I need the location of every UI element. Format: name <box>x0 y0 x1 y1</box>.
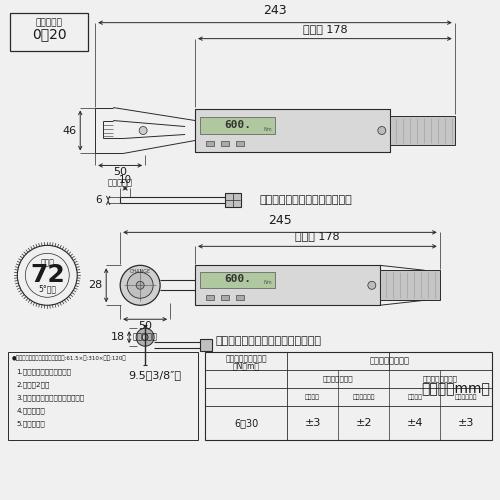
Bar <box>200 339 212 351</box>
Text: 5°送り: 5°送り <box>38 285 56 294</box>
Bar <box>221 142 229 146</box>
Bar <box>236 296 244 300</box>
Text: 頭部有効長: 頭部有効長 <box>108 178 132 188</box>
Text: 口開き寸法: 口開き寸法 <box>36 18 62 28</box>
Circle shape <box>139 126 147 134</box>
Text: 10: 10 <box>118 176 132 186</box>
Bar <box>236 142 244 146</box>
Circle shape <box>142 334 148 340</box>
Text: 600.: 600. <box>224 120 251 130</box>
Bar <box>221 296 229 300</box>
Bar <box>206 296 214 300</box>
Circle shape <box>378 126 386 134</box>
Text: 72: 72 <box>30 264 64 287</box>
Text: 有効長 178: 有効長 178 <box>295 232 340 241</box>
Text: 50: 50 <box>138 321 152 331</box>
Text: 28: 28 <box>88 280 102 290</box>
Text: 9.5（3/8″）: 9.5（3/8″） <box>128 370 182 380</box>
Text: ラチェット形: ラチェット形 <box>455 394 477 400</box>
Text: Nm: Nm <box>264 126 272 132</box>
Circle shape <box>127 272 153 298</box>
Bar <box>205 352 492 440</box>
Bar <box>195 266 380 306</box>
Text: 4.校正証明書: 4.校正証明書 <box>16 407 45 414</box>
Text: 6～30: 6～30 <box>234 418 258 428</box>
Bar <box>390 116 454 146</box>
Text: 245: 245 <box>268 214 292 228</box>
Text: モンキ形: モンキ形 <box>305 394 320 400</box>
Text: モンキ形トルクヘッドセット時: モンキ形トルクヘッドセット時 <box>260 196 352 205</box>
Circle shape <box>120 266 160 306</box>
Text: 【単位：mm】: 【単位：mm】 <box>421 382 490 396</box>
Circle shape <box>136 282 144 290</box>
Text: ラチェット形トルクヘッドセット時: ラチェット形トルクヘッドセット時 <box>215 336 321 346</box>
Bar <box>10 12 88 51</box>
Text: 0～20: 0～20 <box>32 28 66 42</box>
Text: ギア数: ギア数 <box>40 259 54 268</box>
Circle shape <box>136 328 154 346</box>
Text: トルク精度（％）: トルク精度（％） <box>370 356 410 366</box>
Text: 頭部有効長: 頭部有効長 <box>132 332 158 341</box>
Text: ±2: ±2 <box>356 418 372 428</box>
Text: Nm: Nm <box>264 280 272 285</box>
Text: ±3: ±3 <box>304 418 320 428</box>
Text: 600.: 600. <box>224 274 251 284</box>
Bar <box>195 108 390 152</box>
Text: ●セット内容（専用ケース付　高さ:61.5×幅:310×奥行:120）: ●セット内容（専用ケース付 高さ:61.5×幅:310×奥行:120） <box>12 355 126 361</box>
Text: 2.電池（2本）: 2.電池（2本） <box>16 381 50 388</box>
Text: （N・m）: （N・m） <box>232 362 260 370</box>
Text: ±3: ±3 <box>458 418 474 428</box>
Bar <box>225 194 241 207</box>
Bar <box>200 116 275 134</box>
Text: 18: 18 <box>111 332 125 342</box>
Text: 反時計回り（左）: 反時計回り（左） <box>423 376 458 382</box>
Bar <box>206 142 214 146</box>
Text: ラチェット形: ラチェット形 <box>352 394 375 400</box>
Text: 46: 46 <box>62 126 76 136</box>
Text: モンキ形: モンキ形 <box>408 394 422 400</box>
Text: 1.本品（トルクハンドル）: 1.本品（トルクハンドル） <box>16 368 72 375</box>
Text: 時計回り（右）: 時計回り（右） <box>323 376 354 382</box>
Text: 5.取扱説明書: 5.取扱説明書 <box>16 420 45 426</box>
Text: トルク精度保証範囲: トルク精度保証範囲 <box>225 354 267 364</box>
Bar <box>8 352 198 440</box>
Text: 243: 243 <box>263 4 287 16</box>
Text: 50: 50 <box>113 168 127 177</box>
Bar <box>380 270 440 300</box>
Circle shape <box>368 282 376 290</box>
Text: 有効長 178: 有効長 178 <box>302 24 347 34</box>
Text: ±4: ±4 <box>406 418 423 428</box>
Text: CHANGE: CHANGE <box>130 269 150 274</box>
Text: 3.バッテリーカバー用ドライバー: 3.バッテリーカバー用ドライバー <box>16 394 84 401</box>
Text: 6: 6 <box>96 196 102 205</box>
Bar <box>200 272 275 288</box>
